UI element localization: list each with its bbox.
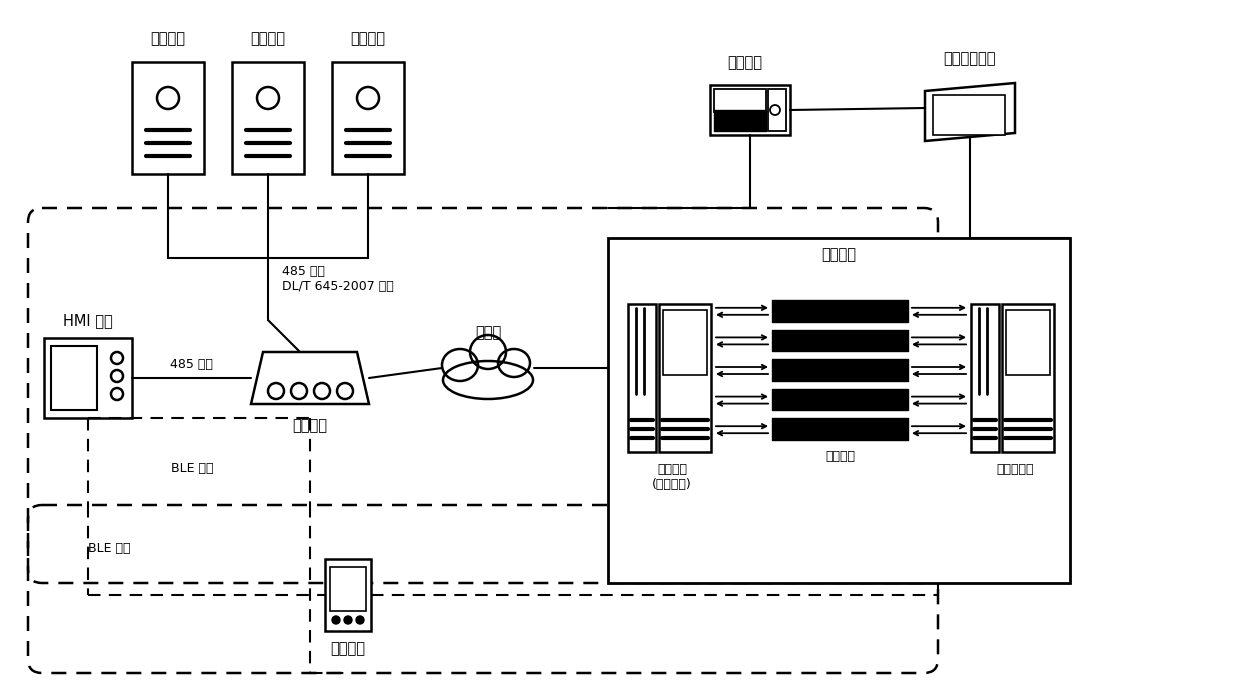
Ellipse shape: [498, 349, 529, 377]
Circle shape: [356, 616, 365, 624]
Ellipse shape: [443, 361, 533, 399]
Circle shape: [112, 388, 123, 400]
Bar: [330, 567, 366, 611]
Bar: [608, 238, 1070, 583]
Bar: [51, 346, 97, 410]
Text: 计量电表: 计量电表: [351, 31, 386, 46]
Text: 消息队列: 消息队列: [825, 450, 856, 463]
Bar: [1006, 310, 1050, 375]
Circle shape: [112, 352, 123, 364]
Circle shape: [268, 383, 284, 399]
Text: 智能控制设备: 智能控制设备: [944, 51, 996, 66]
Bar: [325, 559, 371, 631]
Circle shape: [257, 87, 279, 109]
Text: BLE 无线: BLE 无线: [88, 542, 130, 554]
Bar: [332, 62, 404, 174]
Bar: [1002, 304, 1054, 452]
Ellipse shape: [470, 335, 506, 369]
Polygon shape: [925, 83, 1016, 141]
Circle shape: [357, 87, 379, 109]
Bar: [43, 338, 131, 418]
Bar: [971, 304, 999, 452]
Text: HMI 模块: HMI 模块: [63, 313, 113, 328]
Text: 计量电表: 计量电表: [150, 31, 186, 46]
Circle shape: [291, 383, 308, 399]
Text: 互联网: 互联网: [475, 325, 501, 340]
Text: BLE 无线: BLE 无线: [171, 462, 213, 475]
Text: 485 总线
DL/T 645-2007 规约: 485 总线 DL/T 645-2007 规约: [281, 265, 394, 293]
Text: 用电设备: 用电设备: [728, 55, 763, 70]
Text: 服务后台: 服务后台: [821, 247, 857, 263]
Bar: [932, 95, 1004, 135]
Text: 业务服务器: 业务服务器: [996, 463, 1034, 476]
Text: 485 总线: 485 总线: [170, 358, 212, 371]
Ellipse shape: [441, 349, 477, 381]
Circle shape: [343, 616, 352, 624]
Circle shape: [337, 383, 353, 399]
Text: 接入集群
(安全解析): 接入集群 (安全解析): [652, 463, 692, 491]
Bar: [714, 89, 766, 112]
Bar: [658, 304, 711, 452]
Text: 移动终端: 移动终端: [331, 641, 366, 656]
Text: 智能网关: 智能网关: [293, 418, 327, 433]
Bar: [131, 62, 205, 174]
Bar: [711, 85, 790, 135]
Bar: [768, 89, 786, 131]
Circle shape: [314, 383, 330, 399]
Bar: [232, 62, 304, 174]
Circle shape: [112, 370, 123, 382]
Bar: [663, 310, 707, 375]
Text: 计量电表: 计量电表: [250, 31, 285, 46]
Circle shape: [157, 87, 179, 109]
Circle shape: [332, 616, 340, 624]
Polygon shape: [250, 352, 370, 404]
Circle shape: [770, 105, 780, 115]
Bar: [627, 304, 656, 452]
